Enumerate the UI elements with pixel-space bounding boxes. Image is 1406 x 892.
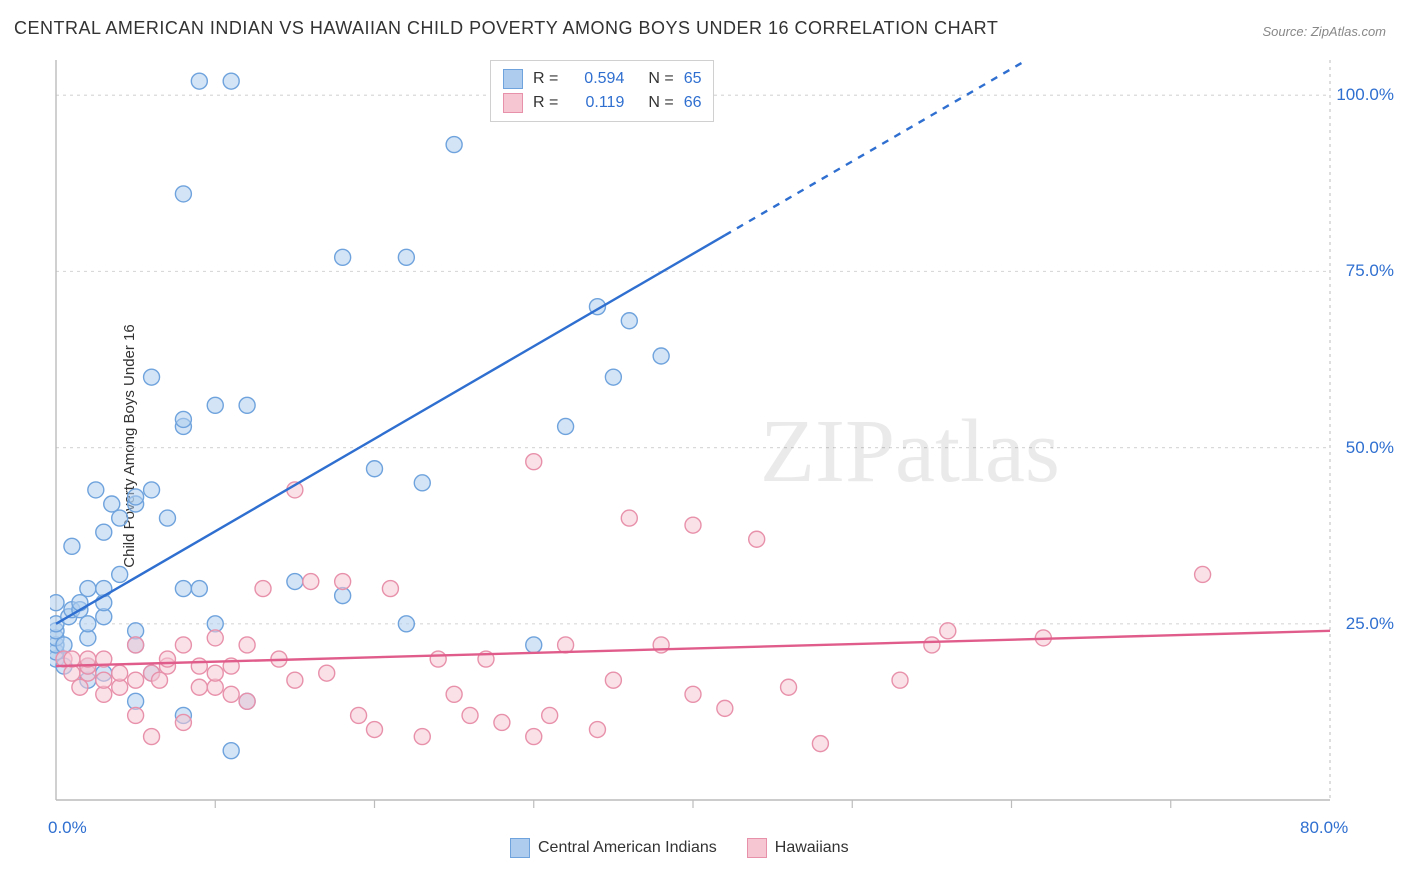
ytick-label: 50.0% [1346,438,1394,458]
ytick-label: 100.0% [1336,85,1394,105]
legend-item: Hawaiians [747,838,849,858]
legend-label: Central American Indians [538,839,717,857]
stats-r-value: 0.119 [568,94,624,112]
stats-swatch [503,69,523,89]
ytick-label: 75.0% [1346,261,1394,281]
ytick-label: 25.0% [1346,614,1394,634]
legend-item: Central American Indians [510,838,717,858]
xtick-right: 80.0% [1300,818,1348,838]
stats-n-label: N = [648,70,673,88]
source-label: Source: ZipAtlas.com [1262,24,1386,39]
stats-n-label: N = [648,94,673,112]
stats-r-value: 0.594 [568,70,624,88]
stats-r-label: R = [533,94,558,112]
stats-r-label: R = [533,70,558,88]
scatter-svg [50,60,1390,830]
legend-label: Hawaiians [775,839,849,857]
stats-legend-box: R = 0.594 N = 65 R = 0.119 N = 66 [490,60,714,122]
legend-swatch [510,838,530,858]
xtick-left: 0.0% [48,818,87,838]
chart-container: CENTRAL AMERICAN INDIAN VS HAWAIIAN CHIL… [0,0,1406,892]
stats-swatch [503,93,523,113]
stats-n-value: 66 [684,94,702,112]
series-legend: Central American Indians Hawaiians [510,838,849,858]
stats-n-value: 65 [684,70,702,88]
stats-row: R = 0.594 N = 65 [503,67,701,91]
stats-row: R = 0.119 N = 66 [503,91,701,115]
legend-swatch [747,838,767,858]
plot-area [50,60,1390,830]
chart-title: CENTRAL AMERICAN INDIAN VS HAWAIIAN CHIL… [14,18,998,39]
